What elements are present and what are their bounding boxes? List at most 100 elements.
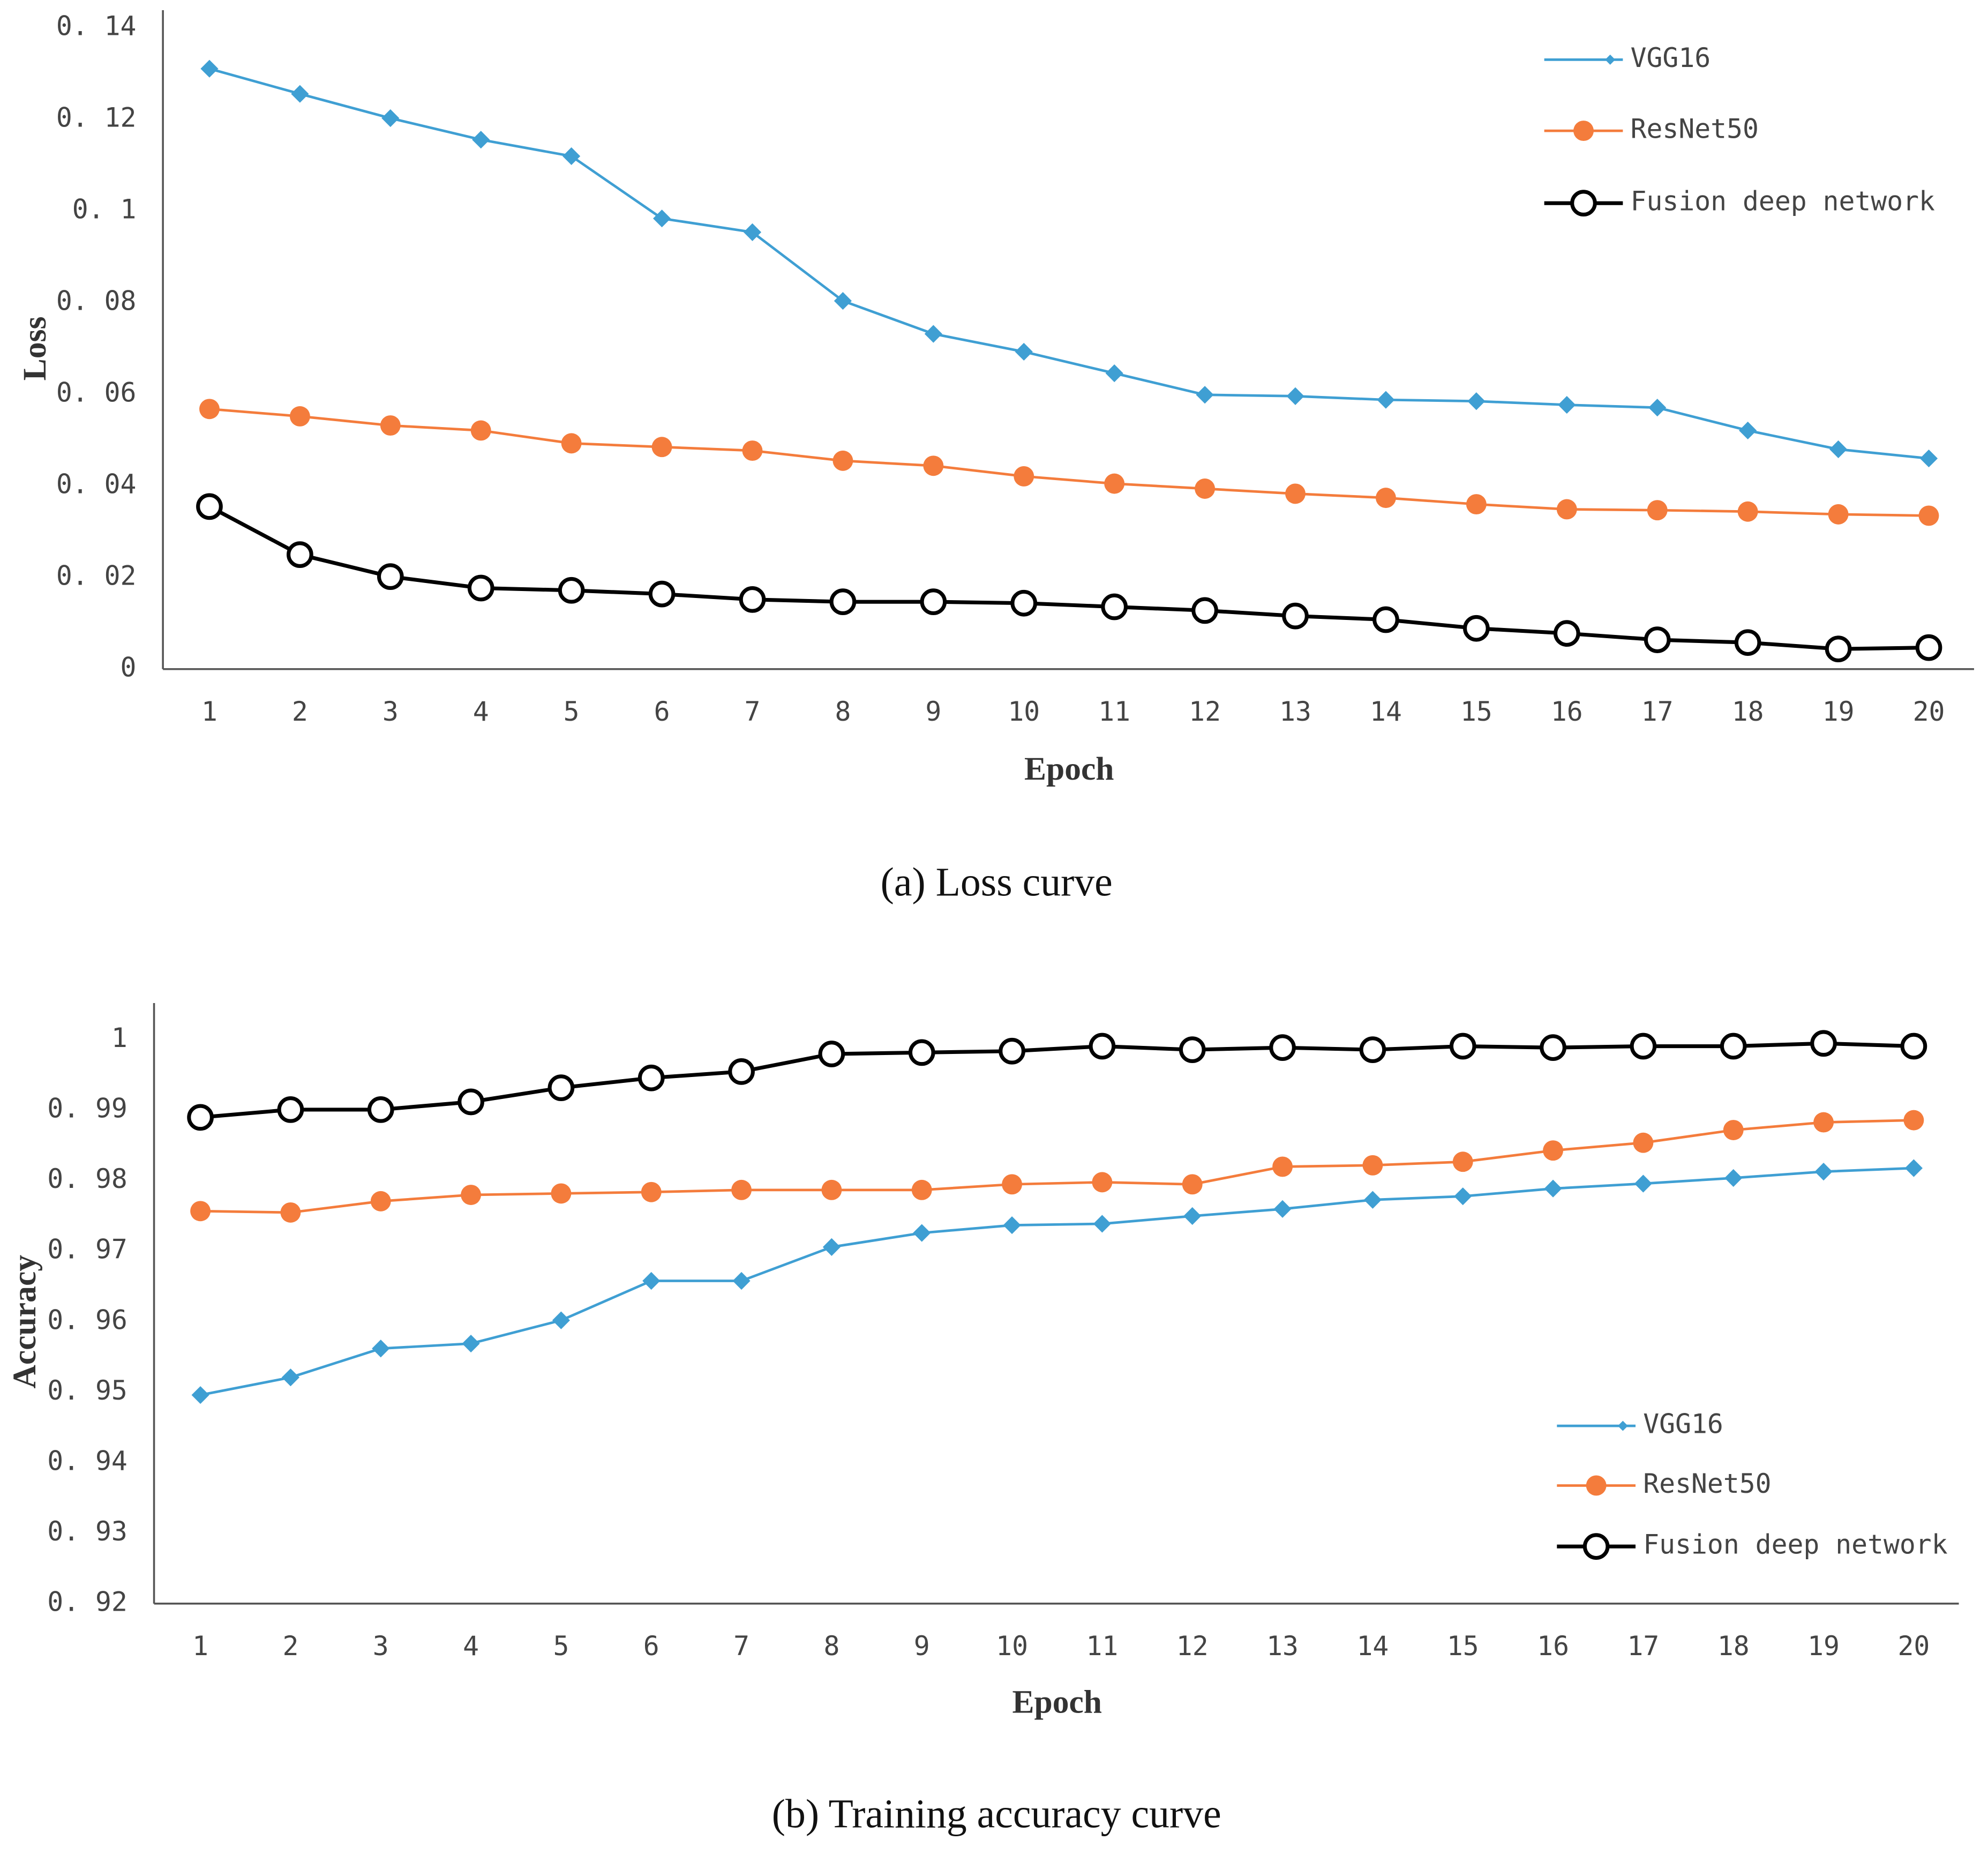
x-tick-label: 7 <box>745 696 761 727</box>
x-tick-label: 15 <box>1447 1630 1479 1662</box>
marker <box>637 1064 665 1091</box>
x-tick-label: 1 <box>192 1630 208 1662</box>
marker <box>470 420 491 441</box>
marker <box>1558 396 1576 414</box>
marker <box>1014 466 1034 487</box>
caption: (a) Loss curve <box>881 859 1113 904</box>
x-tick-label: 18 <box>1717 1630 1750 1662</box>
legend-marker <box>1605 54 1616 65</box>
x-tick-label: 5 <box>564 696 580 727</box>
marker <box>1634 1175 1652 1193</box>
marker <box>1196 386 1214 404</box>
marker <box>1723 1120 1744 1141</box>
marker <box>821 1179 842 1200</box>
marker <box>732 1271 751 1290</box>
marker <box>1553 620 1580 647</box>
marker <box>642 1271 661 1290</box>
marker <box>1449 1033 1476 1060</box>
marker <box>653 210 671 228</box>
y-tick-label: 1 <box>111 1022 127 1053</box>
x-tick-label: 8 <box>823 1630 839 1662</box>
marker <box>648 580 676 608</box>
marker <box>461 1185 482 1205</box>
marker <box>291 85 309 103</box>
x-tick-label: 20 <box>1897 1630 1930 1662</box>
marker <box>913 1224 931 1242</box>
marker <box>1101 593 1128 620</box>
marker <box>1918 505 1939 526</box>
marker <box>1191 597 1218 624</box>
series-line <box>208 505 1929 651</box>
marker <box>1376 488 1396 508</box>
marker <box>558 577 585 604</box>
marker <box>1737 501 1758 522</box>
x-tick-label: 17 <box>1627 1630 1659 1662</box>
marker <box>380 415 401 436</box>
marker <box>1630 1033 1657 1060</box>
y-tick-label: 0. 94 <box>47 1445 127 1476</box>
y-tick-label: 0. 97 <box>47 1234 127 1265</box>
x-tick-label: 15 <box>1460 696 1492 727</box>
marker <box>1644 626 1671 653</box>
x-tick-label: 9 <box>925 696 941 727</box>
marker <box>739 586 766 613</box>
marker <box>1362 1155 1383 1176</box>
x-tick-label: 12 <box>1189 696 1221 727</box>
marker <box>1273 1200 1292 1218</box>
marker <box>1010 589 1038 617</box>
marker <box>381 109 400 128</box>
marker <box>924 325 942 343</box>
x-tick-label: 6 <box>643 1630 659 1662</box>
x-tick-label: 18 <box>1732 696 1764 727</box>
series-line <box>209 407 1929 517</box>
x-tick-label: 7 <box>733 1630 749 1662</box>
marker <box>472 131 490 149</box>
marker <box>1359 1036 1386 1064</box>
marker <box>1915 634 1942 661</box>
marker <box>1269 1034 1296 1061</box>
marker <box>1813 1112 1834 1133</box>
series-line <box>200 1041 1914 1119</box>
marker <box>370 1191 391 1211</box>
marker <box>731 1179 752 1200</box>
legend-marker <box>1617 1420 1628 1431</box>
marker <box>196 493 223 520</box>
x-tick-label: 6 <box>654 696 670 727</box>
marker <box>199 399 220 420</box>
y-tick-label: 0. 06 <box>56 377 137 408</box>
marker <box>920 588 947 616</box>
series-line <box>209 67 1929 460</box>
marker <box>281 1368 299 1387</box>
marker <box>1463 615 1490 642</box>
marker <box>822 1238 841 1256</box>
legend-label: Fusion deep network <box>1631 186 1935 217</box>
marker <box>1900 1033 1927 1060</box>
marker <box>280 1202 301 1223</box>
y-axis-title: Loss <box>17 317 53 381</box>
marker <box>1452 1151 1473 1172</box>
x-tick-label: 9 <box>914 1630 930 1662</box>
marker <box>1454 1187 1472 1206</box>
marker <box>187 1104 214 1131</box>
marker <box>562 147 581 166</box>
y-tick-label: 0. 92 <box>47 1586 127 1617</box>
marker <box>1544 1179 1562 1198</box>
marker <box>1286 387 1304 405</box>
marker <box>1734 629 1761 656</box>
x-tick-label: 19 <box>1822 696 1855 727</box>
marker <box>641 1181 662 1202</box>
x-tick-label: 13 <box>1266 1630 1299 1662</box>
caption: (b) Training accuracy curve <box>772 1792 1221 1837</box>
x-tick-label: 4 <box>473 696 489 727</box>
x-tick-label: 17 <box>1641 696 1674 727</box>
series-line <box>200 1166 1914 1396</box>
x-tick-label: 14 <box>1370 696 1402 727</box>
marker <box>1904 1159 1923 1177</box>
marker <box>1372 606 1399 633</box>
legend-label: ResNet50 <box>1631 114 1759 145</box>
marker <box>1363 1191 1382 1209</box>
series-line <box>200 1119 1914 1214</box>
marker <box>287 541 313 568</box>
